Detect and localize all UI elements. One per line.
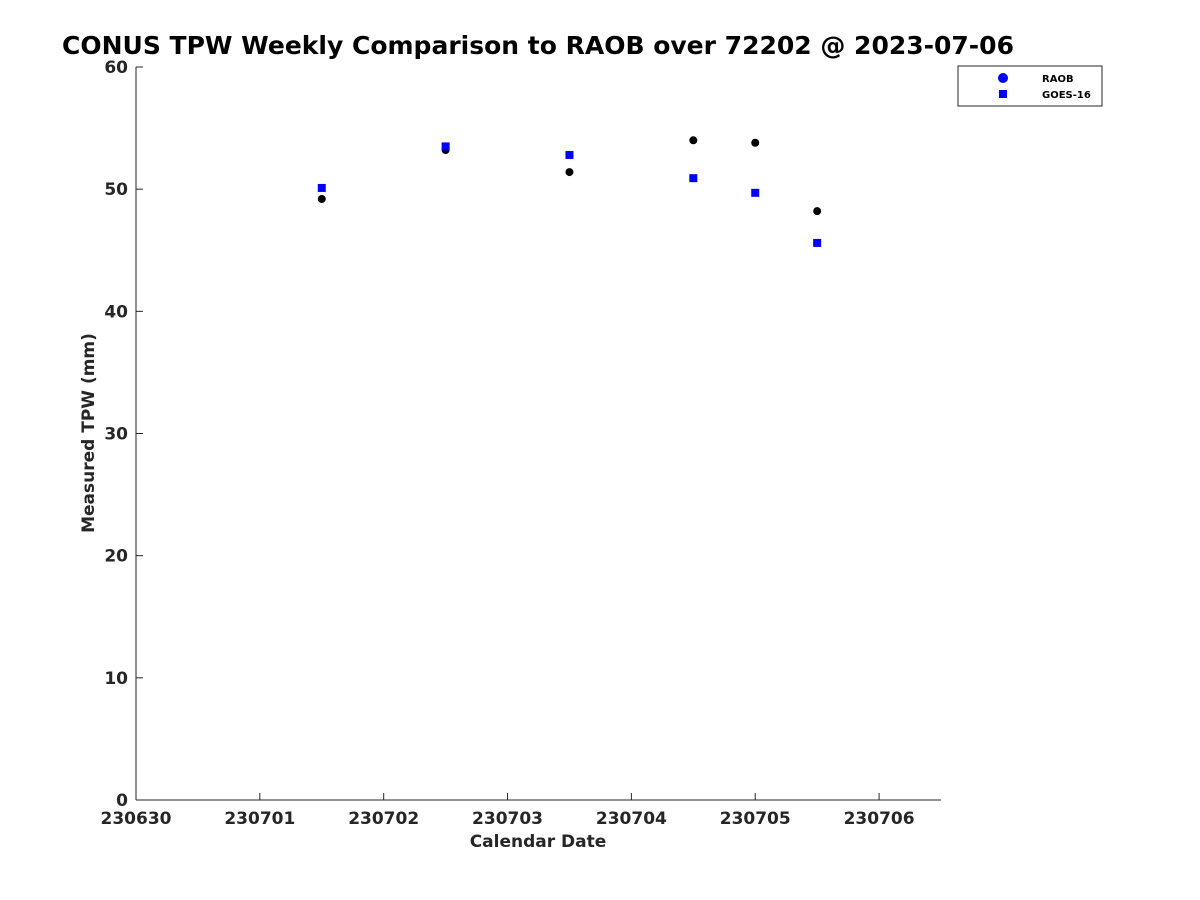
point-goes16-1 (441, 142, 450, 151)
y-tick-label-20: 20 (104, 547, 128, 567)
y-tick-label-0: 0 (116, 791, 128, 811)
legend-label-goes16: GOES-16 (1042, 90, 1091, 101)
y-ticks: 0 10 20 30 40 50 60 (104, 58, 143, 811)
point-goes16-5 (813, 238, 822, 247)
x-tick-label-230630: 230630 (101, 809, 172, 829)
point-goes16-3 (689, 174, 698, 183)
y-tick-label-60: 60 (104, 58, 128, 78)
x-axis-label: Calendar Date (470, 832, 607, 852)
point-raob-3 (689, 136, 698, 145)
x-ticks: 230630 230701 230702 230703 230704 230705 2307… (101, 793, 915, 829)
x-tick-label-230706: 230706 (844, 809, 915, 829)
data-points (317, 136, 822, 247)
point-raob-0 (317, 194, 326, 203)
y-tick-label-30: 30 (104, 425, 128, 445)
x-tick-label-230704: 230704 (596, 809, 667, 829)
point-raob-2 (565, 168, 574, 177)
legend-label-raob: RAOB (1042, 74, 1074, 85)
point-goes16-2 (565, 150, 574, 159)
point-raob-4 (751, 138, 760, 147)
legend-box (957, 65, 1103, 107)
point-raob-5 (813, 207, 822, 216)
x-tick-label-230703: 230703 (472, 809, 543, 829)
x-tick-label-230702: 230702 (348, 809, 419, 829)
legend: RAOB GOES-16 (957, 65, 1103, 107)
plot-area (136, 67, 941, 800)
legend-marker-goes16 (999, 90, 1007, 98)
y-tick-label-40: 40 (104, 302, 128, 322)
y-tick-label-50: 50 (104, 180, 128, 200)
point-goes16-0 (317, 183, 326, 192)
y-axis-label: Measured TPW (mm) (79, 333, 99, 533)
x-tick-label-230705: 230705 (720, 809, 791, 829)
chart-title: CONUS TPW Weekly Comparison to RAOB over… (62, 31, 1014, 60)
legend-marker-raob (998, 73, 1008, 83)
y-tick-label-10: 10 (104, 669, 128, 689)
x-tick-label-230701: 230701 (224, 809, 295, 829)
point-goes16-4 (751, 188, 760, 197)
